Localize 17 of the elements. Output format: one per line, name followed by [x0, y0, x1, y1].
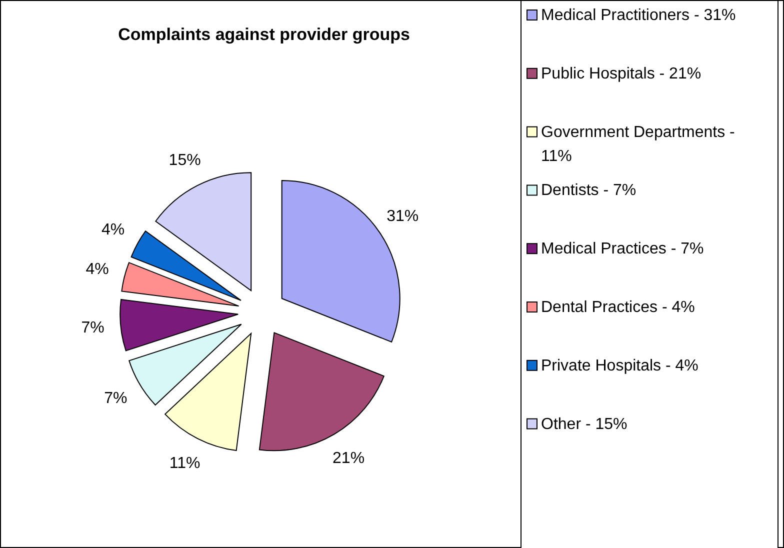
legend-label: Dentists - 7% — [541, 182, 636, 199]
text: Complaints against provider groups — [118, 25, 410, 44]
legend-label: Private Hospitals - 4% — [541, 356, 698, 374]
legend-label: Dental Practices - 4% — [541, 298, 695, 316]
data-label: 21% — [332, 450, 365, 467]
legend-label: Medical Practitioners - 31% — [541, 6, 736, 24]
data-label: 4% — [86, 261, 109, 278]
data-label: 15% — [168, 152, 201, 170]
legend-label: Other - 15% — [541, 415, 628, 432]
data-label: 4% — [101, 222, 125, 239]
data-label: 11% — [169, 454, 200, 472]
legend-label: Public Hospitals - 21% — [541, 64, 702, 82]
data-label: 7% — [81, 320, 104, 336]
legend-label: Government Departments - 11% — [541, 123, 735, 164]
data-label: 31% — [386, 208, 419, 225]
data-label: 7% — [104, 390, 128, 408]
legend-label: Medical Practices - 7% — [541, 240, 704, 258]
